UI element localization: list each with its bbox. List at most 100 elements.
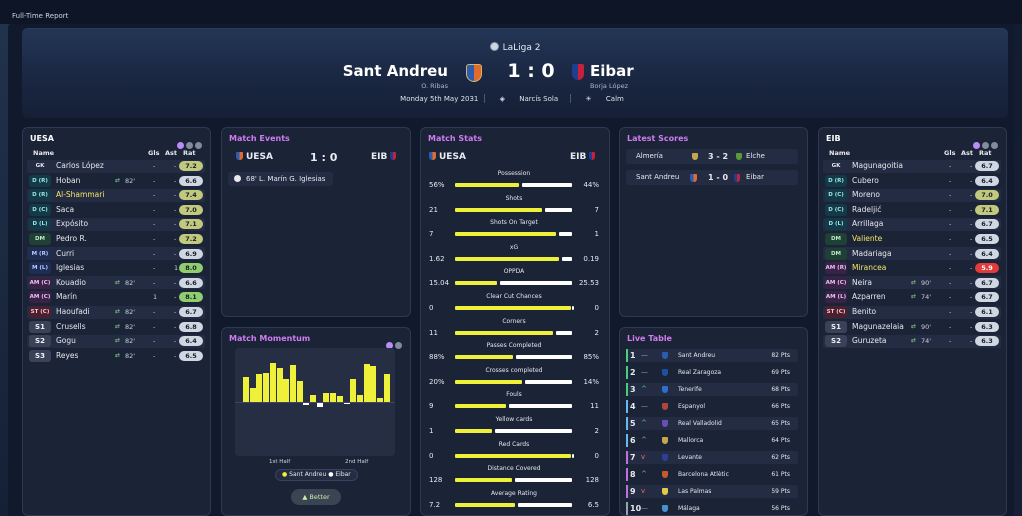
table-row[interactable]: 7 v Levante 62 Pts — [626, 451, 798, 464]
player-name[interactable]: Kouadio — [56, 277, 86, 287]
player-row[interactable]: AM (R) Mirancea - -5.9 — [825, 262, 1003, 275]
referee-name[interactable]: Narcís Sola — [519, 95, 559, 103]
player-row[interactable]: D (L) Arrillaga - -6.7 — [825, 218, 1003, 231]
table-row[interactable]: 10— Málaga 56 Pts — [626, 502, 798, 515]
player-name[interactable]: Marín — [56, 292, 77, 302]
events-away-label: EIB — [371, 152, 388, 162]
player-name[interactable]: Hoban — [56, 175, 81, 185]
table-row[interactable]: 8 ^ Barcelona Atlètic 61 Pts — [626, 468, 798, 481]
player-row[interactable]: D (R) Al-Shammari - -7.4 — [29, 189, 207, 202]
away-team[interactable]: Eibar Borja López — [590, 62, 634, 90]
player-name[interactable]: Mirancea — [852, 263, 887, 273]
table-row[interactable]: 4 — Espanyol 66 Pts — [626, 400, 798, 413]
home-team[interactable]: Sant Andreu O. Ribas — [343, 62, 448, 90]
player-name[interactable]: Magunazelaia — [852, 321, 904, 331]
player-name[interactable]: Iglesias — [56, 263, 85, 273]
player-name[interactable]: Neira — [852, 277, 872, 287]
table-row[interactable]: 3 ^ Tenerife 68 Pts — [626, 383, 798, 396]
better-button[interactable]: ▲ Better — [291, 489, 341, 505]
player-name[interactable]: Azparren — [852, 292, 886, 302]
table-team[interactable]: Mallorca — [678, 437, 704, 444]
table-row[interactable]: 9 v Las Palmas 59 Pts — [626, 485, 798, 498]
table-team[interactable]: Real Valladolid — [678, 420, 722, 427]
player-row[interactable]: D (R) Cubero - -6.4 — [825, 174, 1003, 187]
player-row[interactable]: AM (C) Marín 1 -8.1 — [29, 291, 207, 304]
player-name[interactable]: Carlos López — [56, 161, 104, 170]
player-position: M (R) — [29, 247, 51, 260]
panel-pager[interactable] — [175, 134, 202, 153]
home-crest-icon[interactable] — [466, 64, 482, 82]
player-name[interactable]: Madariaga — [852, 248, 892, 258]
player-name[interactable]: Cubero — [852, 175, 879, 185]
table-row[interactable]: 2 — Real Zaragoza 69 Pts — [626, 366, 798, 379]
player-row[interactable]: S2 Guruzeta ⇄ 74' - -6.3 — [825, 335, 1003, 348]
player-name[interactable]: Radeljić — [852, 204, 882, 214]
player-name[interactable]: Gogu — [56, 336, 76, 346]
pager-dot[interactable] — [386, 342, 393, 349]
away-crest-icon[interactable] — [572, 64, 584, 82]
player-row[interactable]: DM Valiente - -6.5 — [825, 233, 1003, 245]
player-row[interactable]: AM (L) Azparren ⇄ 74' - -6.7 — [825, 291, 1003, 304]
player-row[interactable]: DM Pedro R. - -7.2 — [29, 233, 207, 245]
player-position: S3 — [29, 349, 51, 362]
player-row[interactable]: AM (C) Kouadio ⇄ 82' - -6.6 — [29, 276, 207, 289]
table-team[interactable]: Barcelona Atlètic — [678, 471, 729, 478]
player-name[interactable]: Pedro R. — [56, 234, 87, 243]
player-name[interactable]: Haoufadi — [56, 307, 90, 316]
player-row[interactable]: GK Magunagoitia - -6.7 — [825, 160, 1003, 172]
table-team[interactable]: Levante — [678, 454, 703, 461]
player-name[interactable]: Guruzeta — [852, 336, 887, 346]
table-row[interactable]: 5 ^ Real Valladolid 65 Pts — [626, 417, 798, 430]
player-name[interactable]: Curri — [56, 248, 75, 258]
table-team[interactable]: Málaga — [678, 505, 700, 512]
player-name[interactable]: Benito — [852, 307, 877, 316]
player-name[interactable]: Expósito — [56, 219, 89, 229]
player-name[interactable]: Al-Shammari — [56, 190, 105, 200]
player-name[interactable]: Valiente — [852, 234, 883, 243]
table-team[interactable]: Sant Andreu — [678, 352, 716, 359]
pager-dot[interactable] — [195, 142, 202, 149]
player-row[interactable]: D (C) Radeljić - -7.1 — [825, 203, 1003, 216]
pager-dot[interactable] — [395, 342, 402, 349]
player-name[interactable]: Reyes — [56, 350, 79, 360]
player-row[interactable]: D (R) Hoban ⇄ 82' - -6.6 — [29, 174, 207, 187]
panel-pager[interactable] — [384, 334, 402, 353]
player-row[interactable]: M (L) Iglesias - 1 8.0 — [29, 262, 207, 275]
pager-dot[interactable] — [982, 142, 989, 149]
player-name[interactable]: Magunagoitia — [852, 161, 903, 170]
away-team-name[interactable]: Eibar — [590, 62, 634, 80]
player-row[interactable]: ST (C) Benito - -6.1 — [825, 306, 1003, 318]
player-row[interactable]: S2 Gogu ⇄ 82' - -6.4 — [29, 335, 207, 348]
score-row[interactable]: Almería 3 - 2 Elche — [626, 149, 798, 164]
player-row[interactable]: D (C) Saca - -7.0 — [29, 203, 207, 216]
table-team[interactable]: Espanyol — [678, 403, 706, 410]
event-goal[interactable]: 68' L. Marín G. Iglesias — [228, 172, 334, 186]
pager-dot[interactable] — [177, 142, 184, 149]
player-row[interactable]: S1 Magunazelaia ⇄ 90' - -6.3 — [825, 320, 1003, 333]
referee[interactable]: ◈ Narcís Sola — [494, 95, 565, 103]
table-row[interactable]: 1 — Sant Andreu 82 Pts — [626, 349, 798, 362]
player-row[interactable]: AM (C) Neira ⇄ 90' - -6.7 — [825, 276, 1003, 289]
pager-dot[interactable] — [186, 142, 193, 149]
pager-dot[interactable] — [973, 142, 980, 149]
player-row[interactable]: GK Carlos López - -7.2 — [29, 160, 207, 172]
score-row[interactable]: Sant Andreu 1 - 0 Eibar — [626, 170, 798, 185]
player-row[interactable]: ST (C) Haoufadi ⇄ 82' - -6.7 — [29, 306, 207, 318]
player-row[interactable]: S1 Crusells ⇄ 82' - -6.8 — [29, 320, 207, 333]
panel-pager[interactable] — [971, 134, 998, 153]
player-row[interactable]: D (C) Moreno - -7.0 — [825, 189, 1003, 202]
player-name[interactable]: Moreno — [852, 190, 880, 200]
player-name[interactable]: Saca — [56, 204, 75, 214]
player-name[interactable]: Crusells — [56, 321, 86, 331]
table-row[interactable]: 6 ^ Mallorca 64 Pts — [626, 434, 798, 447]
table-team[interactable]: Las Palmas — [678, 488, 712, 495]
table-team[interactable]: Tenerife — [678, 386, 702, 393]
pager-dot[interactable] — [991, 142, 998, 149]
home-team-name[interactable]: Sant Andreu — [342, 62, 448, 80]
player-row[interactable]: DM Madariaga - -6.4 — [825, 247, 1003, 260]
player-row[interactable]: M (R) Curri - -6.9 — [29, 247, 207, 260]
player-name[interactable]: Arrillaga — [852, 219, 884, 229]
player-row[interactable]: D (L) Expósito - -7.1 — [29, 218, 207, 231]
table-team[interactable]: Real Zaragoza — [678, 369, 722, 376]
player-row[interactable]: S3 Reyes ⇄ 82' - -6.5 — [29, 349, 207, 362]
